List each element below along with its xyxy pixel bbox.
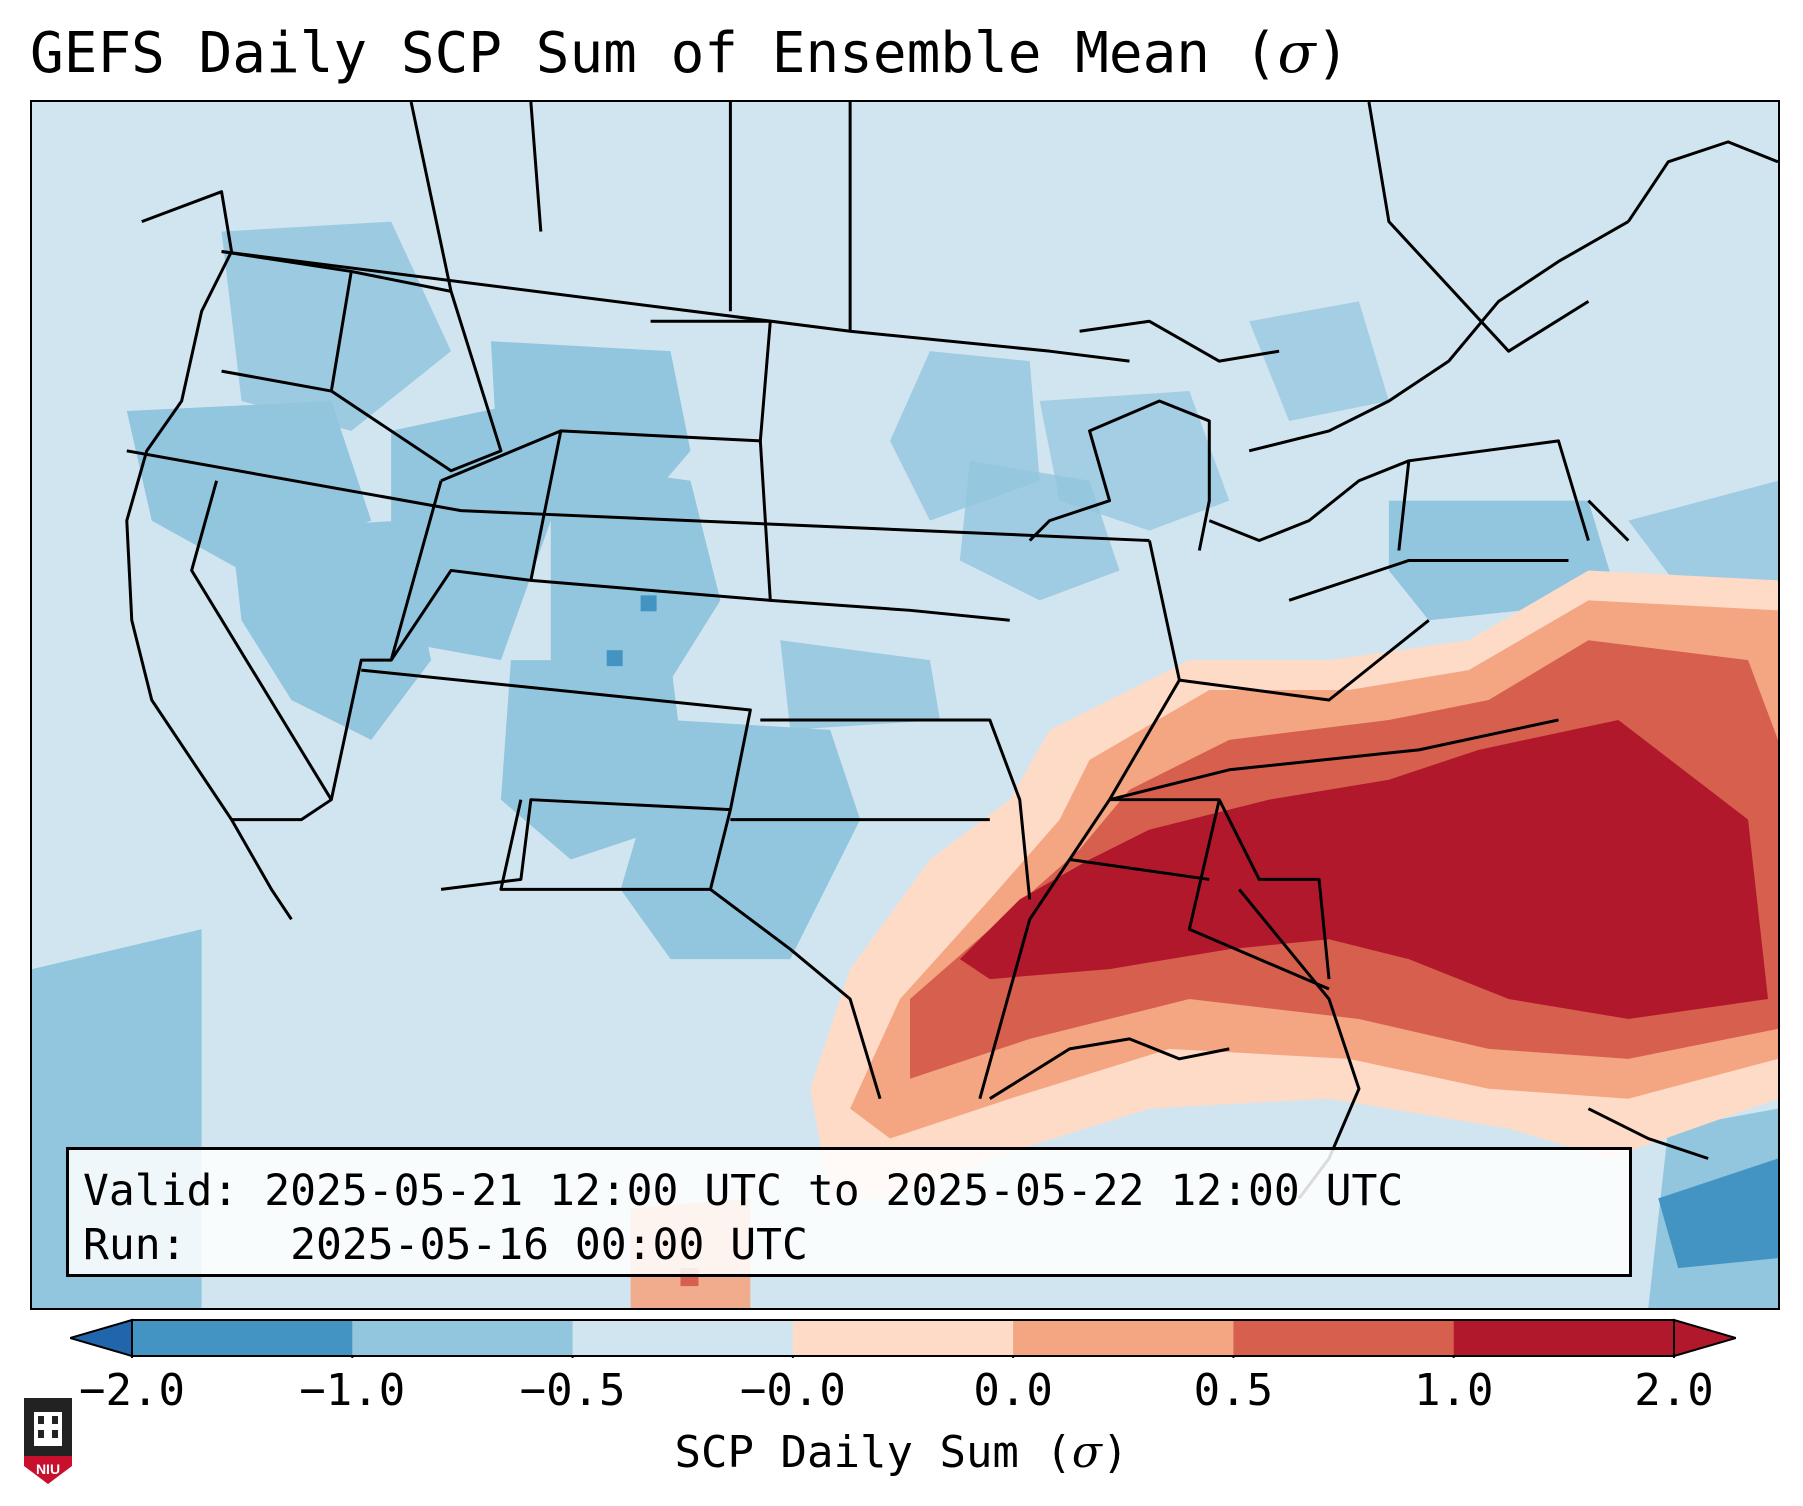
colorbar-tick-label: 1.0: [1413, 1365, 1494, 1416]
colorbar: [70, 1318, 1736, 1358]
sigma-symbol: σ: [1277, 21, 1316, 86]
run-value: 2025-05-16 00:00 UTC: [290, 1220, 808, 1270]
colorbar-label: SCP Daily Sum (σ): [674, 1427, 1129, 1478]
colorbar-segment: [572, 1320, 794, 1356]
colorbar-tick-label: −1.0: [299, 1365, 406, 1416]
colorbar-tick-label: 2.0: [1634, 1365, 1714, 1416]
valid-value: 2025-05-21 12:00 UTC to 2025-05-22 12:00…: [264, 1166, 1404, 1216]
colorbar-segment: [132, 1320, 353, 1356]
colorbar-tick-label: 0.5: [1193, 1365, 1274, 1416]
run-label: Run:: [83, 1220, 187, 1270]
colorbar-tick-label: −0.5: [519, 1365, 626, 1416]
valid-label: Valid:: [83, 1166, 239, 1216]
run-row: Run: 2025-05-16 00:00 UTC: [83, 1218, 1629, 1272]
colorbar-over-extension: [1673, 1318, 1736, 1358]
niu-seal-icon: NIU: [24, 1398, 72, 1484]
colorbar-svg: [70, 1318, 1736, 1358]
colorbar-segment: [352, 1320, 574, 1356]
map-panel[interactable]: [30, 100, 1780, 1310]
colorbar-tick-label: −2.0: [79, 1365, 185, 1416]
colorbar-tick-label: −0.0: [739, 1365, 846, 1416]
colorbar-under-extension: [70, 1318, 133, 1358]
colorbar-segment: [1013, 1320, 1234, 1356]
positive-anomaly-shading: [630, 570, 1778, 1308]
map-svg: [32, 102, 1778, 1308]
colorbar-segment: [1453, 1320, 1675, 1356]
colorbar-sigma: σ: [1071, 1427, 1102, 1478]
colorbar-segment: [1233, 1320, 1455, 1356]
colorbar-tick-label: 0.0: [973, 1365, 1053, 1416]
state-boundaries: [125, 102, 1778, 1200]
svg-text:NIU: NIU: [36, 1461, 60, 1477]
map-title: GEFS Daily SCP Sum of Ensemble Mean (σ): [30, 21, 1350, 86]
colorbar-outline: [131, 1319, 1675, 1357]
valid-row: Valid: 2025-05-21 12:00 UTC to 2025-05-2…: [83, 1164, 1629, 1218]
colorbar-segment: [792, 1320, 1014, 1356]
niu-logo: NIU: [20, 1394, 76, 1488]
valid-run-infobox: Valid: 2025-05-21 12:00 UTC to 2025-05-2…: [66, 1147, 1632, 1277]
